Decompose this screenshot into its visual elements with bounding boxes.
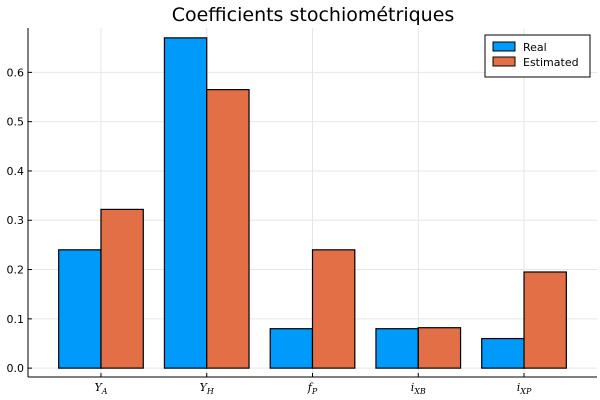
- y-tick-label: 0.4: [7, 165, 25, 178]
- bar-estimated-3: [417, 327, 462, 369]
- y-tick-label: 0.5: [7, 116, 25, 129]
- x-tick-label-base: Y: [94, 381, 103, 394]
- x-tick-label: iXB: [411, 381, 426, 396]
- bar-estimated-0: [100, 208, 144, 369]
- x-tick-label-base: f: [307, 381, 314, 394]
- chart-title: Coefficients stochiométriques: [172, 4, 455, 26]
- x-tick-label: YH: [200, 381, 215, 396]
- legend-swatch-estimated: [492, 56, 516, 67]
- x-tick-label-base: i: [411, 381, 415, 394]
- bars: [58, 37, 567, 369]
- y-tick-label: 0.3: [7, 214, 25, 227]
- x-tick-label-subscript: XP: [519, 387, 532, 396]
- x-tick-label-subscript: A: [101, 387, 108, 396]
- x-tick-label-base: Y: [200, 381, 209, 394]
- x-tick-label: fP: [307, 381, 318, 396]
- x-tick-label-subscript: H: [206, 387, 215, 396]
- x-tick-label: iXP: [517, 381, 532, 396]
- bar-real-0: [58, 249, 102, 369]
- legend: Real Estimated: [484, 34, 591, 78]
- y-tick-labels: 0.0 0.1 0.2 0.3 0.4 0.5 0.6: [7, 66, 32, 375]
- y-tick-label: 0.6: [7, 66, 25, 79]
- y-tick-label: 0.0: [7, 362, 25, 375]
- bar-estimated-4: [523, 271, 567, 369]
- legend-label-estimated: Estimated: [523, 56, 579, 69]
- bar-real-1: [163, 37, 208, 369]
- bar-estimated-1: [206, 89, 250, 369]
- x-tick-label-subscript: XB: [413, 387, 426, 396]
- x-tick-label: YA: [94, 381, 107, 396]
- legend-swatch-real: [492, 41, 516, 52]
- bar-real-3: [375, 328, 419, 369]
- bar-real-2: [269, 328, 314, 369]
- x-tick-label-base: i: [517, 381, 521, 394]
- x-tick-label-subscript: P: [311, 387, 318, 396]
- x-tick-labels: YA YH fP iXB iXP: [94, 373, 532, 396]
- legend-label-real: Real: [523, 41, 547, 54]
- y-tick-label: 0.1: [7, 313, 25, 326]
- y-tick-label: 0.2: [7, 264, 25, 277]
- bar-real-4: [481, 337, 525, 369]
- bar-estimated-2: [311, 249, 356, 369]
